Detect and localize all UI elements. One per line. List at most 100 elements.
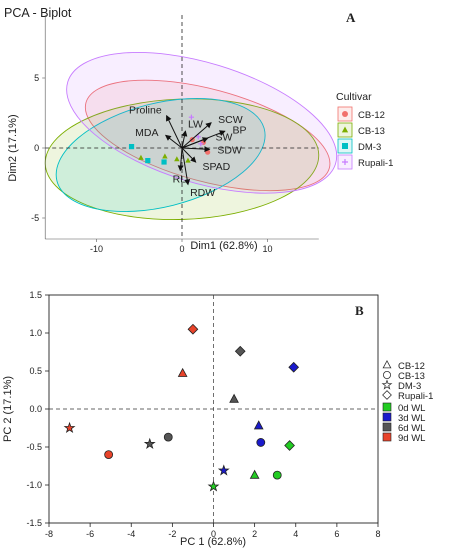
panel-b-axes: -8 -6 -4 -2 0 2 4 6 8 -1.5 -1.0 -0.5 0.0 0.5 1.0 1.5: [26, 290, 380, 539]
panel-a-y-axis-label: Dim2 (17.1%): [7, 114, 19, 181]
y-tick-label: 0: [34, 143, 39, 153]
legend-label-0d-wl: 0d WL: [398, 403, 425, 414]
point-cb-13: [162, 153, 168, 159]
x-tick-label: -6: [86, 529, 94, 539]
ellipse-dm-3: [55, 98, 266, 212]
point-dm-3-0d-wl: [207, 480, 220, 492]
point-cb-13: [174, 156, 180, 162]
point-cb-13: [185, 157, 191, 163]
y-tick-label: -5: [31, 213, 39, 223]
panel-b-points: [63, 323, 300, 492]
x-tick-label: 0: [179, 244, 184, 254]
x-tick-label: -4: [127, 529, 135, 539]
point-rupali-1-3d-wl: [288, 361, 300, 373]
point-cb-13: [138, 154, 144, 160]
legend-swatch-6d-wl: [382, 422, 392, 432]
point-cb-13-6d-wl: [163, 432, 173, 442]
arrow-label-bp: BP: [233, 124, 247, 136]
y-tick-label: 0.0: [29, 404, 42, 414]
point-cb-13-9d-wl: [104, 450, 114, 460]
legend-label-cb-12: CB-12: [398, 361, 425, 372]
point-cb-12-0d-wl: [249, 469, 260, 479]
point-rupali-1-0d-wl: [284, 440, 295, 451]
y-tick-label: -1.0: [26, 480, 42, 490]
x-tick-label: 2: [252, 529, 257, 539]
point-rupali-1: [195, 134, 201, 140]
y-tick-label: -1.5: [26, 518, 42, 528]
legend-label-3d-wl: 3d WL: [398, 413, 425, 424]
point-dm-3-3d-wl: [217, 464, 230, 476]
arrow-label-rdw: RDW: [190, 187, 215, 199]
arrow-proline: [166, 114, 183, 149]
y-tick-label: -0.5: [26, 442, 42, 452]
point-cb-12-9d-wl: [177, 367, 188, 377]
legend-label-cb-13: CB-13: [358, 126, 385, 137]
arrow-label-rl: RL: [173, 173, 187, 185]
arrow-lw: [181, 130, 188, 149]
panel-a-ellipses: [44, 51, 338, 221]
legend-marker-cb-13: [341, 126, 349, 133]
arrow-label-proline: Proline: [129, 104, 162, 116]
x-tick-label: 10: [262, 244, 272, 254]
point-cb-13-0d-wl: [272, 470, 282, 480]
panel-b-label: B: [355, 303, 364, 318]
point-dm-3: [145, 158, 151, 164]
point-cb-12-6d-wl: [229, 393, 239, 403]
y-tick-label: 1.0: [29, 328, 42, 338]
legend-swatch-0d-wl: [382, 402, 392, 412]
point-rupali-1: [188, 114, 195, 120]
legend-shape-cb-13: [382, 370, 391, 379]
panel-a-legend: Cultivar CB-12 CB-13 DM-3 Rupali-1: [336, 91, 393, 170]
arrow-label-lw: LW: [188, 119, 203, 131]
point-rupali-1-9d-wl: [187, 323, 199, 335]
legend-label-cb-13: CB-13: [398, 371, 425, 382]
arrow-sw: [181, 137, 209, 149]
x-tick-label: 4: [293, 529, 298, 539]
legend-label-rupali-1: Rupali-1: [358, 158, 393, 169]
panel-b-x-axis-label: PC 1 (62.8%): [180, 536, 246, 548]
arrow-label-mda: MDA: [135, 127, 158, 139]
point-cb-13-3d-wl: [256, 438, 266, 447]
legend-marker-rupali-1: [342, 159, 348, 165]
legend-label-cb-12: CB-12: [358, 110, 385, 121]
panel-a-title: PCA - Biplot: [4, 6, 72, 20]
point-dm-3: [161, 159, 167, 165]
panel-b-scatter: B -8 -6 -4 -2 0 2 4 6 8-1.5-1.0-0.50.00.51.01.5 …: [2, 290, 433, 548]
point-dm-3-9d-wl: [63, 421, 76, 434]
legend-label-9d-wl: 9d WL: [398, 433, 425, 444]
legend-label-dm-3: DM-3: [398, 381, 421, 392]
panel-b-y-axis-label: PC 2 (17.1%): [2, 376, 14, 442]
legend-label-6d-wl: 6d WL: [398, 423, 425, 434]
point-dm-3: [128, 144, 135, 150]
legend-label-rupali-1: Rupali-1: [398, 391, 433, 402]
arrow-sdw: [181, 146, 211, 153]
y-tick-label: 5: [34, 73, 39, 83]
arrow-label-sw: SW: [215, 131, 232, 143]
legend-swatch-9d-wl: [382, 432, 392, 442]
x-tick-label: 8: [375, 529, 380, 539]
ellipse-cb-12: [84, 79, 331, 192]
legend-label-dm-3: DM-3: [358, 142, 381, 153]
point-dm-3-6d-wl: [143, 437, 156, 449]
legend-marker-dm-3: [342, 143, 348, 149]
y-tick-label: 0.5: [29, 366, 42, 376]
x-tick-label: -10: [90, 244, 103, 254]
x-tick-label: -8: [45, 529, 53, 539]
arrow-rl: [177, 147, 184, 172]
legend-shape-cb-12: [382, 360, 392, 369]
legend-swatch-3d-wl: [382, 412, 392, 422]
arrow-label-spad: SPAD: [202, 161, 230, 173]
ellipse-rupali-1: [66, 51, 338, 194]
arrow-label-scw: SCW: [218, 114, 243, 126]
panel-a-label: A: [346, 10, 356, 25]
point-cb-12: [205, 149, 211, 155]
arrow-scw: [181, 122, 212, 149]
legend-marker-cb-12: [342, 111, 348, 117]
arrow-label-sdw: SDW: [217, 145, 242, 157]
y-tick-label: 1.5: [29, 290, 42, 300]
point-cb-12-3d-wl: [253, 420, 264, 430]
